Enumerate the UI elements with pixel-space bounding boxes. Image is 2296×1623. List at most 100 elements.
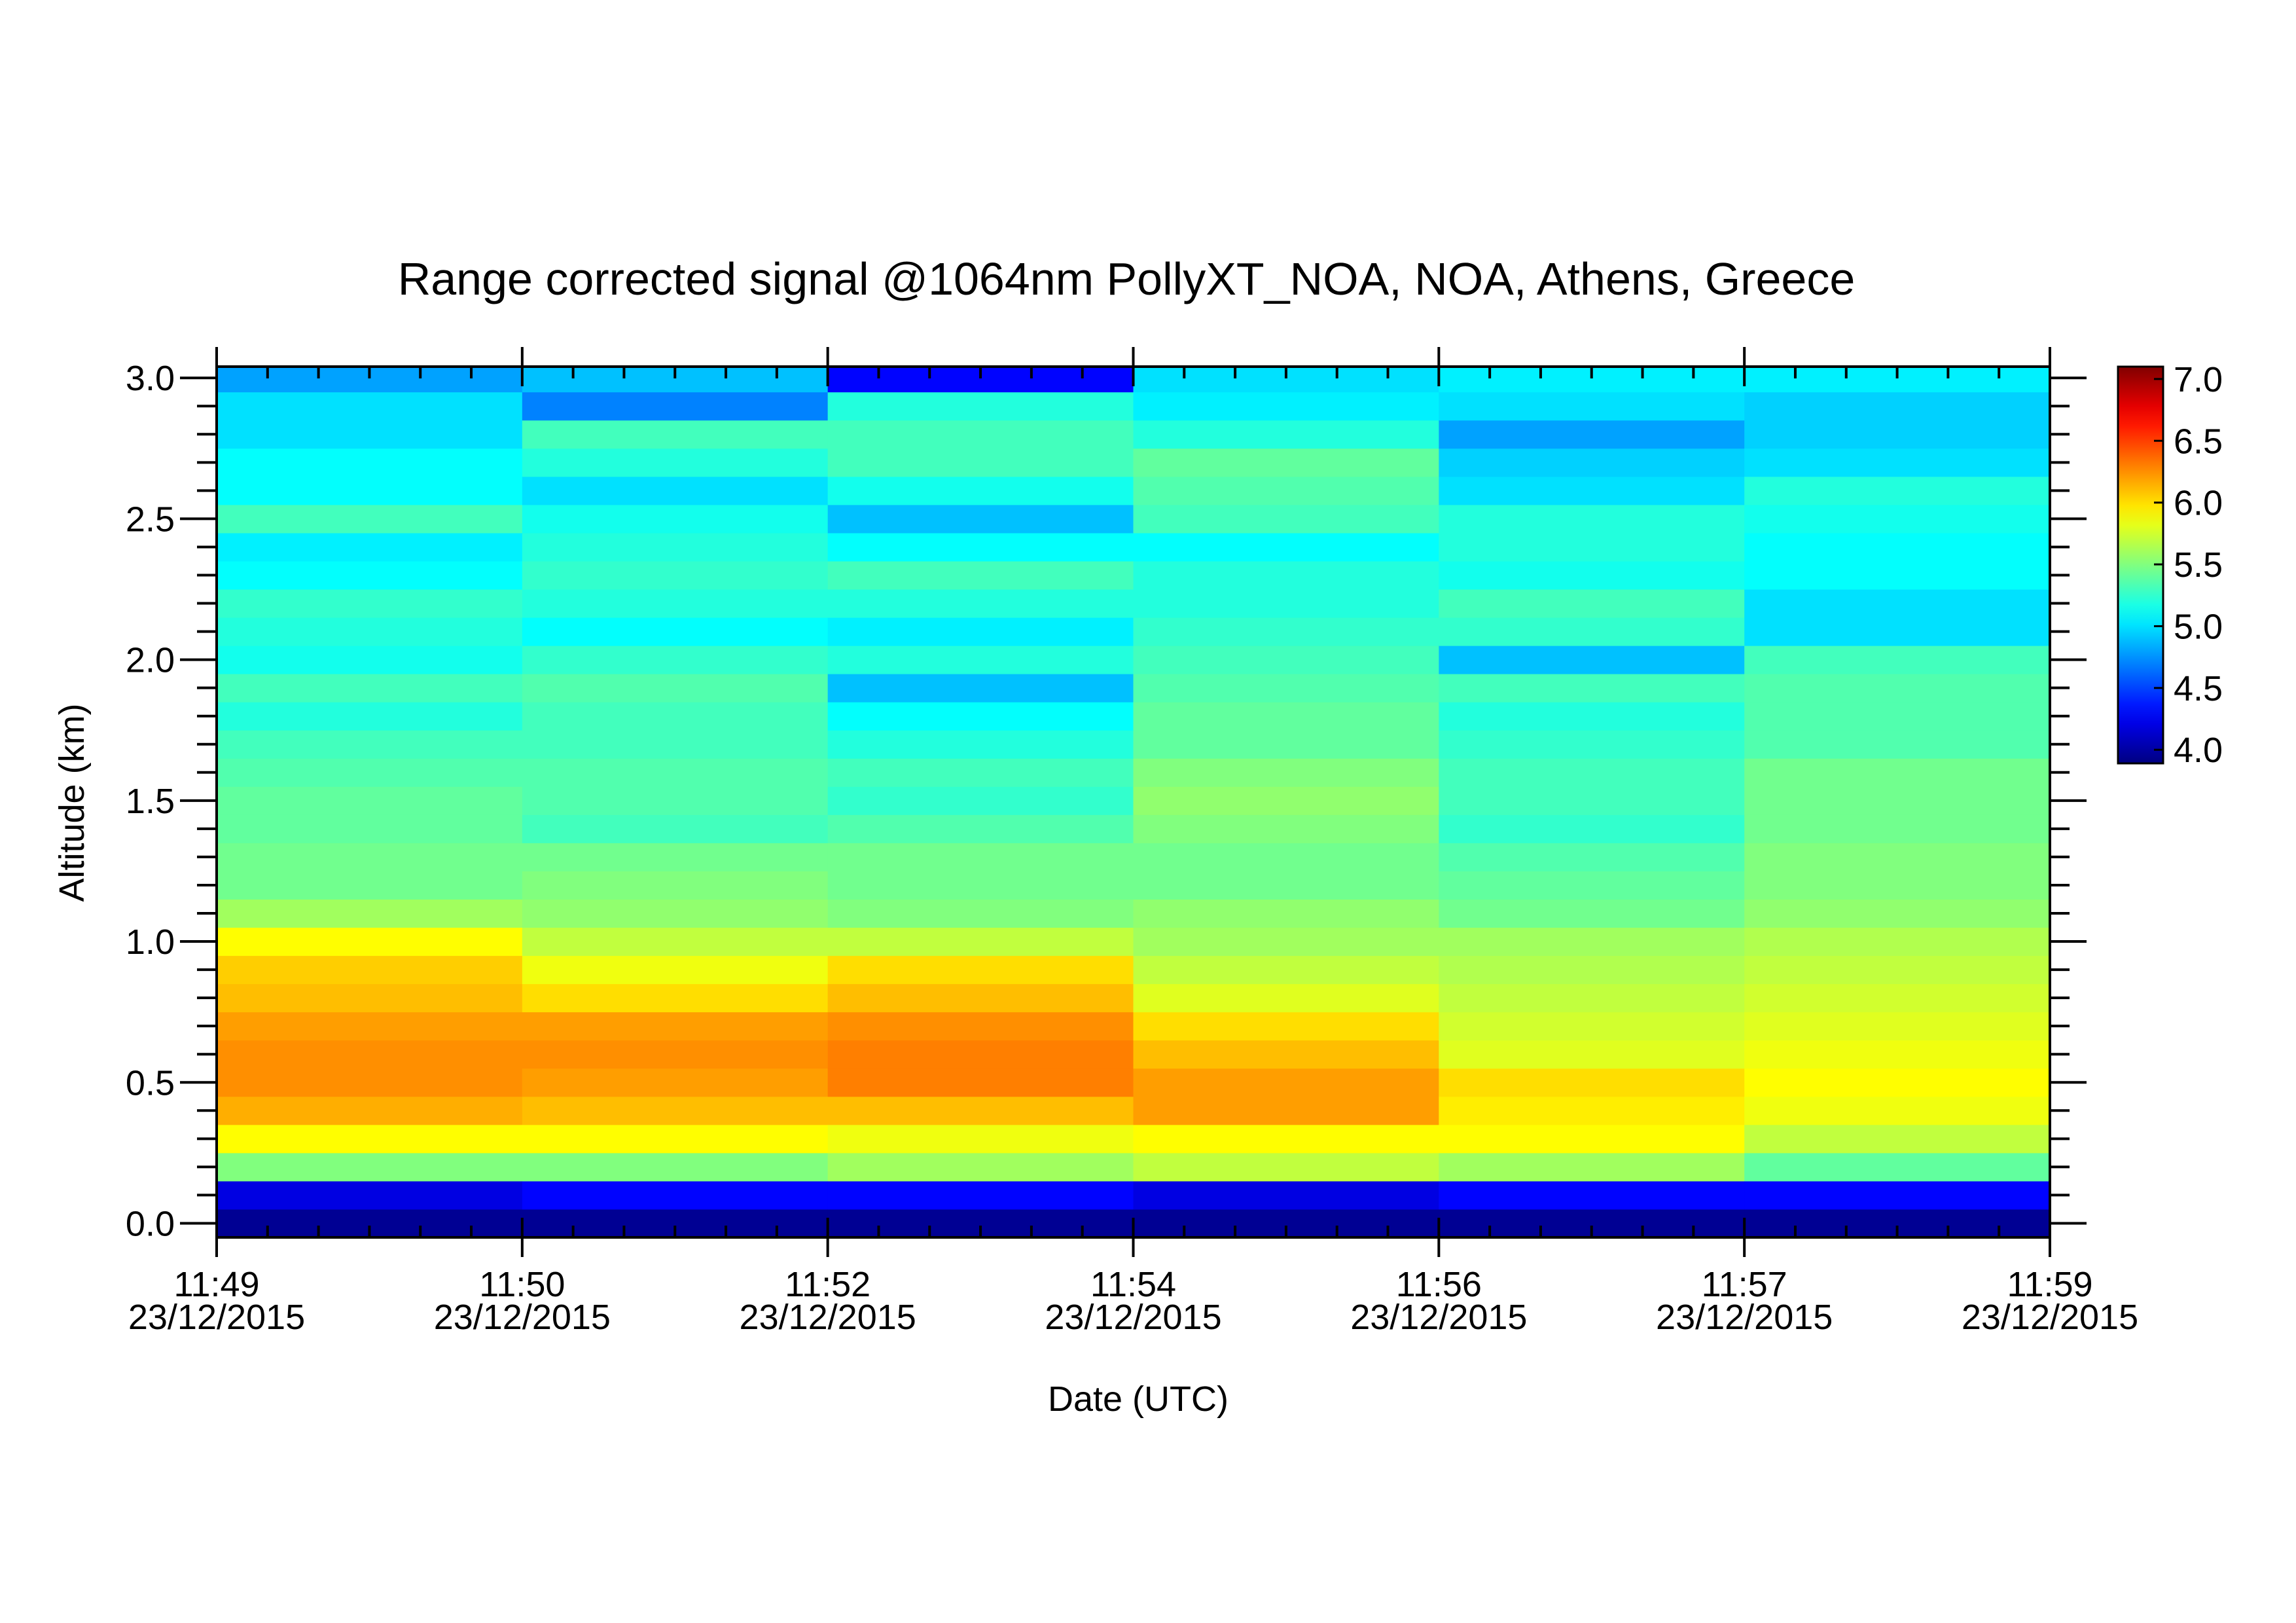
heatmap-cell bbox=[1439, 560, 1745, 590]
heatmap-cell bbox=[1439, 983, 1745, 1013]
heatmap-cell bbox=[522, 983, 829, 1013]
heatmap-cell bbox=[1133, 674, 1439, 702]
heatmap-cell bbox=[1439, 702, 1745, 731]
heatmap-cell bbox=[1133, 560, 1439, 590]
x-tick-date: 23/12/2015 bbox=[128, 1298, 305, 1337]
heatmap-cell bbox=[217, 758, 523, 787]
heatmap-cell bbox=[217, 674, 523, 702]
heatmap-cell bbox=[1744, 448, 2050, 477]
heatmap-cell bbox=[1439, 758, 1745, 787]
heatmap-cell bbox=[522, 420, 829, 449]
heatmap-cell bbox=[217, 1152, 523, 1182]
y-tick-label: 0.0 bbox=[126, 1204, 175, 1243]
heatmap-cell bbox=[217, 702, 523, 731]
heatmap-cell bbox=[1133, 1152, 1439, 1182]
heatmap-cell bbox=[1133, 758, 1439, 787]
heatmap-cell bbox=[827, 1012, 1134, 1041]
heatmap-cell bbox=[1744, 730, 2050, 759]
x-tick-label: 11:59 bbox=[2007, 1265, 2092, 1304]
heatmap-cell bbox=[1133, 814, 1439, 843]
heatmap-cell bbox=[1744, 758, 2050, 787]
heatmap-cell bbox=[827, 448, 1134, 477]
heatmap-cell bbox=[1439, 1096, 1745, 1125]
heatmap-cell bbox=[522, 1152, 829, 1182]
heatmap-cell bbox=[1439, 674, 1745, 702]
heatmap-cell bbox=[1133, 1096, 1439, 1125]
heatmap-cell bbox=[1744, 532, 2050, 562]
heatmap-cell bbox=[217, 476, 523, 505]
heatmap-cell bbox=[827, 758, 1134, 787]
heatmap-cell bbox=[1744, 955, 2050, 985]
heatmap-cell bbox=[1439, 843, 1745, 871]
heatmap-cell bbox=[522, 1040, 829, 1069]
heatmap-cell bbox=[1439, 1180, 1745, 1210]
heatmap-cell bbox=[522, 1068, 829, 1097]
heatmap-cell bbox=[217, 617, 523, 646]
heatmap-cell bbox=[827, 476, 1134, 505]
x-tick-date: 23/12/2015 bbox=[1350, 1298, 1527, 1337]
heatmap-cell bbox=[827, 392, 1134, 421]
heatmap-cell bbox=[827, 1068, 1134, 1097]
heatmap-cell bbox=[1133, 871, 1439, 900]
x-tick-label: 11:49 bbox=[173, 1265, 259, 1304]
heatmap-cell bbox=[522, 448, 829, 477]
heatmap-cell bbox=[217, 589, 523, 618]
heatmap bbox=[217, 367, 2050, 1237]
heatmap-cell bbox=[522, 843, 829, 871]
heatmap-cell bbox=[1744, 814, 2050, 843]
heatmap-cell bbox=[522, 955, 829, 985]
heatmap-cell bbox=[1439, 532, 1745, 562]
heatmap-cell bbox=[827, 532, 1134, 562]
heatmap-cell bbox=[217, 983, 523, 1013]
heatmap-cell bbox=[1744, 392, 2050, 421]
y-tick-label: 1.5 bbox=[126, 782, 175, 821]
heatmap-cell bbox=[1133, 1068, 1439, 1097]
x-tick-label: 11:54 bbox=[1090, 1265, 1176, 1304]
heatmap-cell bbox=[1133, 448, 1439, 477]
heatmap-cell bbox=[522, 1096, 829, 1125]
x-tick-label: 11:52 bbox=[785, 1265, 870, 1304]
heatmap-cell bbox=[827, 504, 1134, 534]
heatmap-cell bbox=[1439, 420, 1745, 449]
heatmap-cell bbox=[827, 955, 1134, 985]
x-tick-date: 23/12/2015 bbox=[1962, 1298, 2138, 1337]
heatmap-cell bbox=[1744, 420, 2050, 449]
heatmap-cell bbox=[1744, 674, 2050, 702]
heatmap-cell bbox=[1133, 983, 1439, 1013]
heatmap-cell bbox=[217, 532, 523, 562]
heatmap-cell bbox=[827, 1124, 1134, 1154]
heatmap-cell bbox=[217, 646, 523, 674]
heatmap-cell bbox=[1744, 617, 2050, 646]
heatmap-cell bbox=[522, 1124, 829, 1154]
heatmap-cell bbox=[1133, 1180, 1439, 1210]
colorbar-tick-label: 6.0 bbox=[2174, 484, 2223, 523]
heatmap-cell bbox=[1133, 646, 1439, 674]
heatmap-cell bbox=[522, 476, 829, 505]
heatmap-cell bbox=[217, 448, 523, 477]
heatmap-cell bbox=[1744, 899, 2050, 928]
heatmap-cell bbox=[1133, 476, 1439, 505]
heatmap-cell bbox=[827, 674, 1134, 702]
heatmap-cell bbox=[522, 871, 829, 900]
heatmap-cell bbox=[1439, 927, 1745, 957]
heatmap-cell bbox=[827, 1040, 1134, 1069]
colorbar-tick-label: 4.0 bbox=[2174, 731, 2223, 770]
x-tick-label: 11:50 bbox=[479, 1265, 565, 1304]
heatmap-cell bbox=[217, 843, 523, 871]
heatmap-cell bbox=[827, 843, 1134, 871]
heatmap-cell bbox=[827, 589, 1134, 618]
heatmap-cell bbox=[1744, 504, 2050, 534]
heatmap-cell bbox=[827, 560, 1134, 590]
heatmap-cell bbox=[1133, 589, 1439, 618]
heatmap-cell bbox=[1439, 392, 1745, 421]
heatmap-cell bbox=[1439, 448, 1745, 477]
heatmap-cell bbox=[1133, 955, 1439, 985]
heatmap-cell bbox=[217, 392, 523, 421]
heatmap-cell bbox=[1439, 504, 1745, 534]
heatmap-cell bbox=[1439, 786, 1745, 815]
heatmap-cell bbox=[217, 420, 523, 449]
heatmap-cell bbox=[1744, 1012, 2050, 1041]
heatmap-cell bbox=[522, 504, 829, 534]
y-axis-label: Altitude (km) bbox=[52, 703, 92, 902]
